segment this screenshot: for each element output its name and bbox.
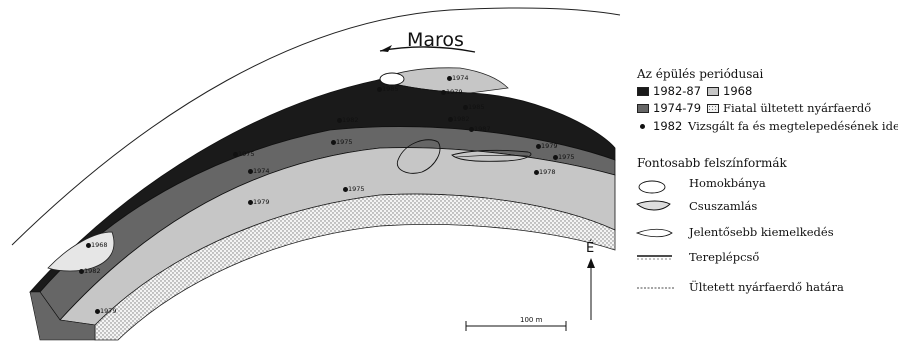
sample-label: 1979	[100, 307, 117, 315]
legend-sample-dot	[640, 124, 645, 129]
river-label: Maros	[407, 29, 464, 51]
sample-dot	[534, 170, 539, 175]
legend-label-plantation: Fiatal ültetett nyárfaerdő	[723, 101, 872, 115]
sample-dot	[248, 200, 253, 205]
sample-dot	[463, 105, 468, 110]
scale-bar	[465, 321, 567, 331]
landslide-icon	[636, 200, 671, 211]
legend-symbols	[635, 180, 674, 289]
legend-form-plantation-border: Ültetett nyárfaerdő határa	[689, 280, 844, 294]
sample-label: 1978	[539, 168, 556, 176]
sample-dot	[469, 127, 474, 132]
sample-label: 1968	[91, 241, 108, 249]
sample-dot	[441, 90, 446, 95]
north-arrow	[587, 258, 595, 320]
sample-label: 1979	[446, 88, 463, 96]
sample-dot	[233, 152, 238, 157]
sample-dot	[553, 155, 558, 160]
sample-label: 1987	[474, 125, 491, 133]
sample-label: 1975	[238, 150, 255, 158]
sandpit-top	[379, 72, 405, 86]
legend-form-terrace: Tereplépcső	[689, 250, 760, 264]
sample-dot	[377, 87, 382, 92]
sample-label: 1985	[468, 103, 485, 111]
legend-swatch-1982-87	[637, 87, 649, 96]
sample-dot	[536, 144, 541, 149]
elevation-icon	[635, 228, 673, 238]
sample-dot	[337, 118, 342, 123]
legend-form-elevation: Jelentősebb kiemelkedés	[689, 225, 834, 239]
north-label: É	[586, 241, 595, 256]
sample-dot	[248, 169, 253, 174]
elevation-blob	[396, 139, 441, 174]
sample-label: 1975	[336, 138, 353, 146]
river-bank-line	[11, 7, 621, 246]
sample-label: 1974	[253, 167, 270, 175]
sample-dot	[79, 269, 84, 274]
elevation-elongated	[451, 149, 532, 162]
zone-left-pocket	[47, 231, 115, 272]
legend-label-1982-87: 1982-87	[653, 84, 702, 98]
legend-periods-title: Az épülés periódusai	[637, 67, 764, 81]
legend-swatch-1968	[707, 87, 719, 96]
sample-label: 1982	[84, 267, 101, 275]
sample-label: 1979	[253, 198, 270, 206]
sample-dot	[95, 309, 100, 314]
legend-forms-title: Fontosabb felszínformák	[637, 156, 787, 170]
sample-dot	[86, 243, 91, 248]
zone-poplar-plantation	[94, 193, 616, 341]
legend-sample-text: Vizsgált fa és megtelepedésének ideje	[688, 119, 898, 133]
legend-swatch-plantation	[707, 104, 719, 113]
legend-swatch-1974-79	[637, 104, 649, 113]
sample-dot	[447, 76, 452, 81]
sample-label: 1985	[382, 85, 399, 93]
sample-label: 1974	[452, 74, 469, 82]
scale-label: 100 m	[520, 316, 543, 324]
legend-label-1968: 1968	[723, 84, 753, 98]
zone-left-tip	[29, 291, 96, 341]
legend-label-1974-79: 1974-79	[653, 101, 702, 115]
sample-label: 1979	[541, 142, 558, 150]
sample-dot	[448, 117, 453, 122]
sandpit-icon	[638, 180, 666, 194]
river-flow-arrowhead	[380, 45, 392, 52]
legend-sample-year: 1982	[653, 119, 683, 133]
sample-dot	[343, 187, 348, 192]
legend-form-landslide: Csuszamlás	[689, 199, 758, 213]
legend-form-sandpit: Homokbánya	[689, 176, 766, 190]
sample-dot	[331, 140, 336, 145]
sample-label: 1975	[348, 185, 365, 193]
sample-label: 1982	[453, 115, 470, 123]
sample-label: 1982	[342, 116, 359, 124]
sample-label: 1975	[558, 153, 575, 161]
elevation-elongated-2	[455, 155, 529, 158]
